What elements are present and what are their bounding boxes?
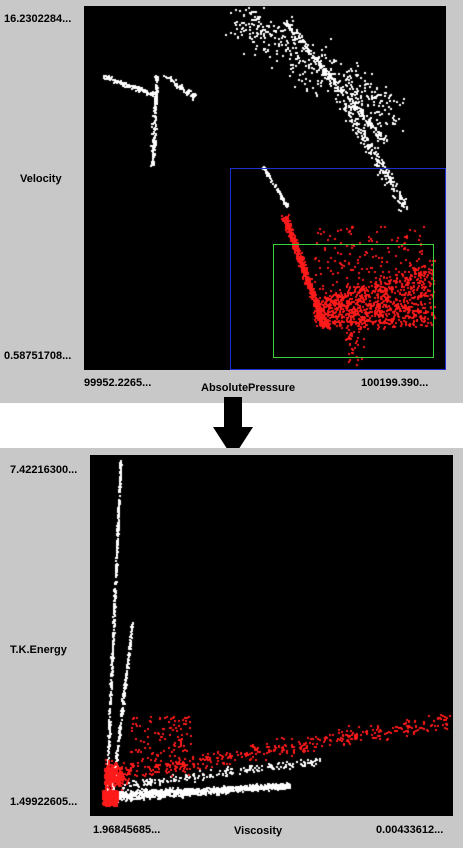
x-min-label: 1.96845685... xyxy=(93,824,161,836)
x-min-label: 99952.2265... xyxy=(84,377,152,389)
y-min-label: 0.58751708... xyxy=(4,350,72,362)
x-max-label: 0.00433612... xyxy=(376,824,444,836)
down-arrow-icon xyxy=(213,397,253,458)
y-min-label: 1.49922605... xyxy=(10,796,78,808)
y-max-label: 7.42216300... xyxy=(10,464,78,476)
x-axis-label: AbsolutePressure xyxy=(201,382,296,394)
x-max-label: 100199.390... xyxy=(361,377,429,389)
y-max-label: 16.2302284... xyxy=(4,13,72,25)
scatter-points-canvas xyxy=(90,455,453,816)
tkenergy-vs-viscosity-plot[interactable] xyxy=(90,455,453,816)
velocity-vs-pressure-plot[interactable] xyxy=(84,6,446,370)
top-scatter-panel: 16.2302284... Velocity 0.58751708... 999… xyxy=(0,0,463,403)
y-axis-label: Velocity xyxy=(20,173,62,185)
scatter-points-canvas xyxy=(84,6,446,370)
x-axis-label: Viscosity xyxy=(234,825,283,837)
y-axis-label: T.K.Energy xyxy=(10,644,67,656)
bottom-scatter-panel: 7.42216300... T.K.Energy 1.49922605... 1… xyxy=(0,448,463,848)
